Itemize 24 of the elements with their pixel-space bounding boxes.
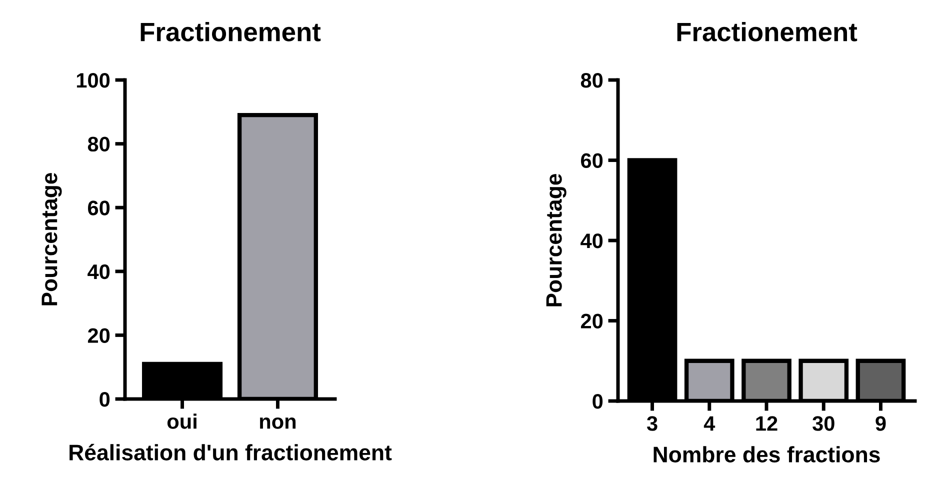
chart-title: Fractionement <box>140 22 321 42</box>
y-axis-title: Pourcentage <box>42 172 62 306</box>
y-tick-label: 60 <box>581 153 603 168</box>
y-tick-label: 40 <box>88 264 110 280</box>
x-tick-label: 30 <box>812 416 834 431</box>
y-tick-label: 20 <box>88 328 110 343</box>
y-tick-label: 80 <box>88 136 110 152</box>
y-tick-label: 0 <box>592 394 603 409</box>
y-tick-label: 100 <box>76 73 110 88</box>
x-axis-title: Nombre des fractions <box>654 446 880 462</box>
x-tick-label: 3 <box>646 416 658 431</box>
y-tick-label: 80 <box>580 73 603 88</box>
x-tick-label: 9 <box>876 416 886 431</box>
x-tick-label: oui <box>167 414 196 429</box>
y-tick-label: 60 <box>88 200 110 216</box>
y-tick-label: 20 <box>580 314 603 329</box>
y-axis-title: Pourcentage <box>546 174 566 306</box>
chart-title: Fractionement <box>677 22 858 42</box>
x-tick-label: non <box>260 417 296 429</box>
x-tick-label: 12 <box>756 416 778 431</box>
y-tick-label: 0 <box>100 392 110 407</box>
x-tick-label: 4 <box>704 416 716 431</box>
x-axis-title: Réalisation d'un fractionement <box>70 444 392 460</box>
y-tick-label: 40 <box>580 234 603 248</box>
